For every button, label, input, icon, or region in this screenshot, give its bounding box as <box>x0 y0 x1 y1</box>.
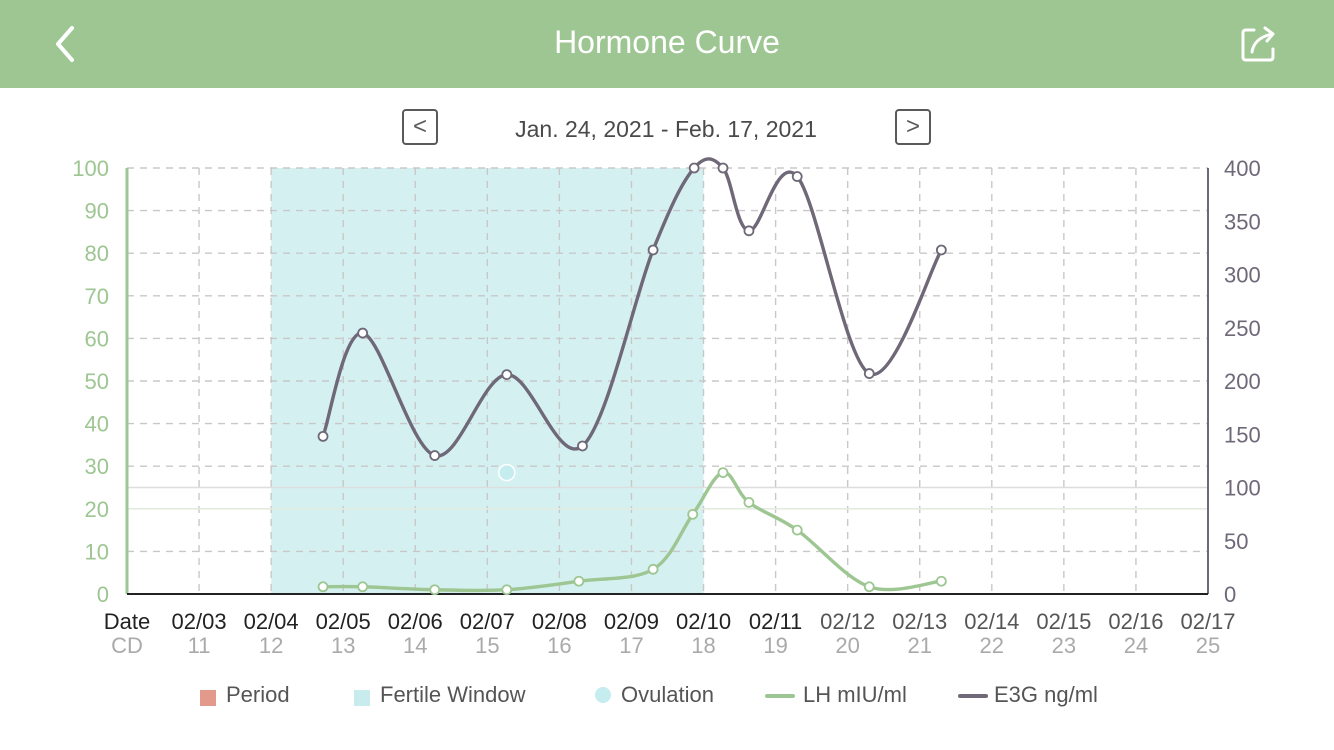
date-tick-label: 02/17 <box>1180 609 1235 634</box>
lh-data-point <box>573 575 585 587</box>
chevron-left-icon <box>56 26 74 62</box>
e3g-data-point <box>577 440 588 452</box>
legend-label-e3g: E3G ng/ml <box>994 682 1098 707</box>
e3g-data-point <box>501 369 513 381</box>
left-axis-tick-label: 100 <box>72 156 109 181</box>
chart-legend: Period Fertile Window Ovulation LH mIU/m… <box>0 680 1334 710</box>
cycle-day-tick-label: 21 <box>907 633 931 658</box>
left-axis-tick-label: 20 <box>85 497 109 522</box>
legend-label-period: Period <box>226 682 290 707</box>
date-tick-label: 02/08 <box>532 609 587 634</box>
cycle-day-tick-label: 24 <box>1124 633 1148 658</box>
date-tick-label: 02/07 <box>460 609 515 634</box>
right-axis-tick-label: 250 <box>1224 316 1261 341</box>
x-axis-label-date: Date <box>104 609 150 634</box>
cycle-day-tick-label: 16 <box>547 633 571 658</box>
cycle-day-tick-label: 14 <box>403 633 427 658</box>
lh-data-point <box>429 584 441 596</box>
left-axis-tick-label: 0 <box>97 582 109 607</box>
cycle-day-tick-label: 18 <box>691 633 715 658</box>
right-axis-tick-label: 400 <box>1224 156 1261 181</box>
cycle-day-tick-label: 22 <box>980 633 1004 658</box>
lh-data-point <box>935 575 947 587</box>
right-axis-tick-label: 350 <box>1224 209 1261 234</box>
right-axis-tick-label: 200 <box>1224 369 1261 394</box>
lh-data-point <box>863 581 875 593</box>
cycle-day-tick-label: 20 <box>835 633 859 658</box>
legend-label-lh: LH mIU/ml <box>803 682 907 707</box>
ovulation-swatch <box>595 687 611 703</box>
date-tick-label: 02/04 <box>244 609 299 634</box>
e3g-data-point <box>717 162 729 174</box>
date-tick-label: 02/10 <box>676 609 731 634</box>
lh-data-point <box>317 581 329 593</box>
e3g-data-point <box>688 162 700 174</box>
cycle-day-tick-label: 17 <box>619 633 643 658</box>
ovulation-marker <box>498 463 516 482</box>
e3g-data-point <box>791 171 803 182</box>
date-tick-label: 02/05 <box>316 609 371 634</box>
e3g-data-point <box>863 368 875 379</box>
e3g-data-point <box>647 244 659 256</box>
lh-data-point <box>687 508 699 520</box>
fertile-window-swatch <box>354 690 370 706</box>
lh-data-point <box>743 497 755 508</box>
page-title: Hormone Curve <box>554 24 780 60</box>
right-axis-tick-label: 0 <box>1224 582 1236 607</box>
left-axis-tick-label: 70 <box>85 284 109 309</box>
left-axis-tick-label: 90 <box>85 199 109 224</box>
x-axis-label-cd: CD <box>111 633 143 658</box>
left-axis-tick-label: 10 <box>85 539 109 564</box>
cycle-day-tick-label: 25 <box>1196 633 1220 658</box>
previous-range-button[interactable]: < <box>402 109 438 145</box>
date-range-label: Jan. 24, 2021 - Feb. 17, 2021 <box>515 116 817 142</box>
cycle-day-tick-label: 12 <box>259 633 283 658</box>
date-tick-label: 02/15 <box>1036 609 1091 634</box>
legend-label-ovulation: Ovulation <box>621 682 714 707</box>
right-axis-tick-label: 100 <box>1224 476 1261 501</box>
e3g-data-point <box>317 430 329 442</box>
right-axis-tick-label: 150 <box>1224 422 1261 447</box>
lh-data-point <box>647 563 659 575</box>
cycle-day-tick-label: 23 <box>1052 633 1076 658</box>
next-range-button[interactable]: > <box>895 109 931 145</box>
cycle-day-tick-label: 11 <box>188 633 211 658</box>
legend-label-fertile-window: Fertile Window <box>380 682 526 707</box>
e3g-data-point <box>935 244 947 256</box>
left-axis-tick-label: 50 <box>85 369 109 394</box>
lh-data-point <box>791 524 803 536</box>
share-icon <box>1241 26 1275 62</box>
date-tick-label: 02/16 <box>1108 609 1163 634</box>
left-axis-tick-label: 30 <box>85 454 109 479</box>
share-button[interactable] <box>1232 22 1282 68</box>
date-tick-label: 02/06 <box>388 609 443 634</box>
cycle-day-tick-label: 13 <box>331 633 355 658</box>
date-tick-label: 02/12 <box>820 609 875 634</box>
e3g-data-point <box>429 450 441 461</box>
left-axis-tick-label: 40 <box>85 412 109 437</box>
lh-data-point <box>717 467 729 478</box>
lh-data-point <box>357 581 369 593</box>
left-axis-tick-label: 80 <box>85 241 109 266</box>
lh-data-point <box>501 584 513 596</box>
cycle-day-tick-label: 15 <box>475 633 499 658</box>
e3g-data-point <box>743 225 755 237</box>
date-tick-label: 02/03 <box>172 609 227 634</box>
date-tick-label: 02/11 <box>749 609 802 634</box>
lh-line-swatch <box>765 694 795 698</box>
date-tick-label: 02/13 <box>892 609 947 634</box>
right-axis-tick-label: 300 <box>1224 263 1261 288</box>
date-tick-label: 02/14 <box>964 609 1019 634</box>
right-axis-tick-label: 50 <box>1224 529 1248 554</box>
e3g-data-point <box>357 327 369 339</box>
hormone-chart: 1009080706050403020100400350300250200150… <box>72 156 1261 658</box>
cycle-day-tick-label: 19 <box>763 633 787 658</box>
back-button[interactable] <box>44 20 92 68</box>
e3g-series-line <box>321 157 944 458</box>
date-tick-label: 02/09 <box>604 609 659 634</box>
left-axis-tick-label: 60 <box>85 326 109 351</box>
app-header: Hormone Curve <box>0 0 1334 88</box>
period-swatch <box>200 690 216 706</box>
e3g-line-swatch <box>958 694 988 698</box>
